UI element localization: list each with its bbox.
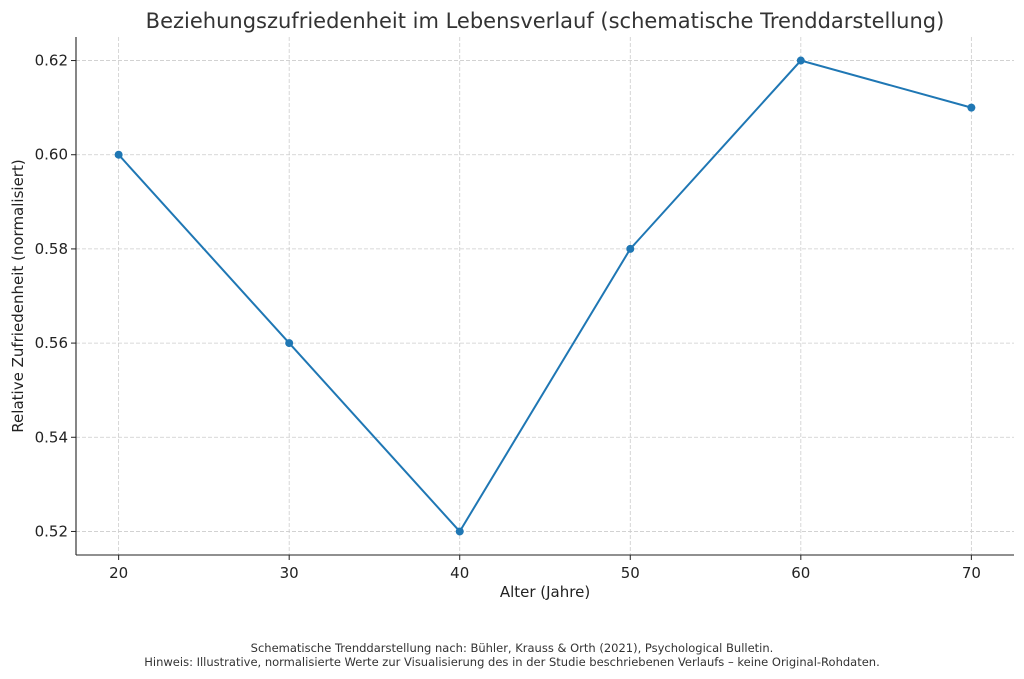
data-point xyxy=(626,244,635,253)
y-tick-label: 0.58 xyxy=(35,240,68,258)
x-tick-label: 40 xyxy=(450,564,469,582)
data-point xyxy=(455,527,464,536)
chart-title: Beziehungszufriedenheit im Lebensverlauf… xyxy=(146,9,945,33)
ticks: 20 30 40 50 60 70 0.52 0.54 0.56 0.58 0.60 0.62 xyxy=(35,52,981,582)
x-tick-label: 20 xyxy=(109,564,128,582)
series-line xyxy=(117,59,972,534)
y-axis-label: Relative Zufriedenheit (normalisiert) xyxy=(9,159,27,432)
x-tick-label: 70 xyxy=(962,564,981,582)
grid xyxy=(76,37,1014,555)
y-tick-label: 0.62 xyxy=(35,52,68,70)
x-tick-label: 50 xyxy=(621,564,640,582)
data-point xyxy=(285,339,294,348)
y-tick-label: 0.52 xyxy=(35,522,68,540)
footnote-note: Hinweis: Illustrative, normalisierte Wer… xyxy=(144,655,879,669)
x-tick-label: 30 xyxy=(280,564,299,582)
x-tick-label: 60 xyxy=(791,564,810,582)
x-axis-label: Alter (Jahre) xyxy=(500,583,590,601)
data-point xyxy=(796,56,805,65)
axes xyxy=(75,37,1014,556)
series xyxy=(114,56,976,536)
data-point xyxy=(967,103,976,112)
y-tick-label: 0.56 xyxy=(35,334,68,352)
data-point xyxy=(114,150,123,159)
y-tick-label: 0.54 xyxy=(35,428,68,446)
y-tick-label: 0.60 xyxy=(35,146,68,164)
footnote-source: Schematische Trenddarstellung nach: Bühl… xyxy=(251,641,774,655)
